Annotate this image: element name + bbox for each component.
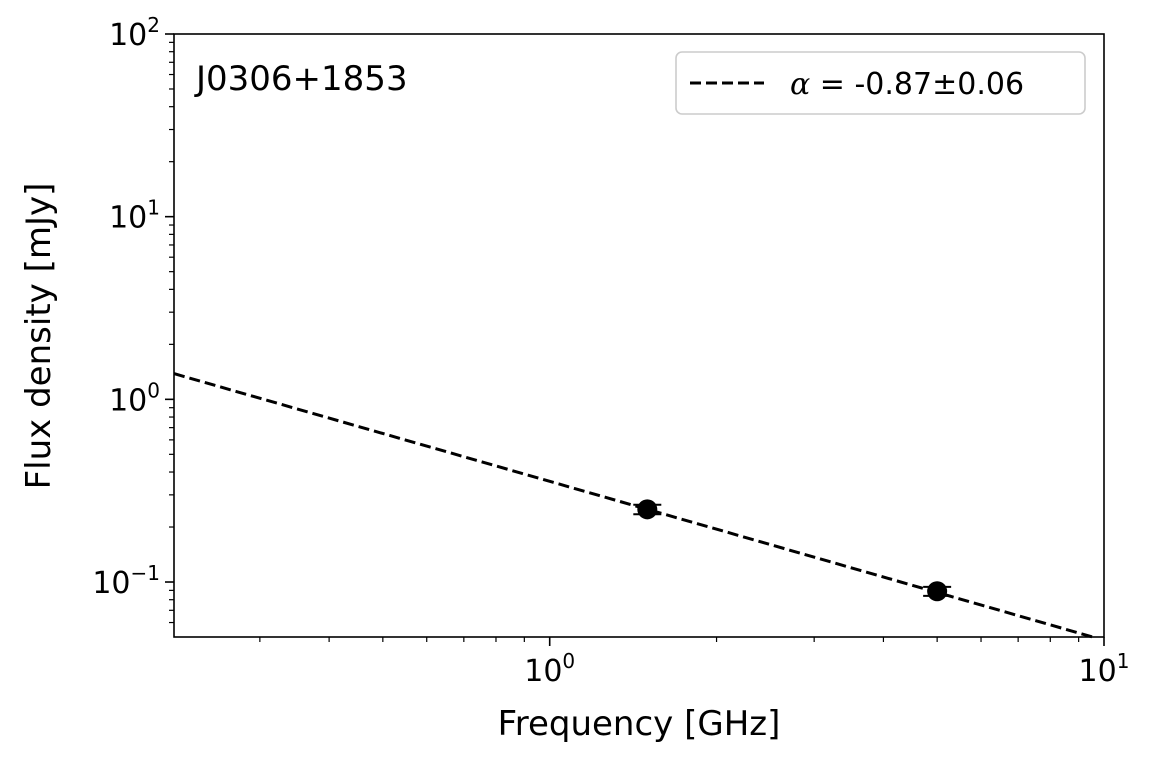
legend-label: α = -0.87±0.06: [790, 67, 1024, 102]
y-tick-label: 10−1: [92, 561, 160, 601]
data-points: [633, 499, 952, 602]
legend-alpha-value: = -0.87±0.06: [810, 67, 1024, 102]
legend-box: [675, 51, 1086, 115]
y-tick-label: 101: [109, 196, 160, 236]
minor-ticks: [169, 41, 1080, 642]
data-point: [927, 581, 948, 602]
major-ticks: 100 101 10−1 100 101 102: [92, 13, 1129, 689]
data-point: [637, 499, 658, 520]
y-tick-label: 100: [109, 378, 160, 418]
x-tick-label: 100: [524, 649, 575, 689]
y-axis-label: Flux density [mJy]: [19, 183, 59, 490]
x-axis-label: Frequency [GHz]: [498, 704, 781, 744]
legend: α = -0.87±0.06: [675, 51, 1086, 115]
y-tick-label: 102: [109, 13, 160, 53]
axes-frame: [173, 33, 1105, 638]
legend-alpha-symbol: α: [790, 67, 810, 102]
source-name-annotation: J0306+1853: [194, 59, 408, 99]
x-tick-label: 101: [1079, 649, 1130, 689]
